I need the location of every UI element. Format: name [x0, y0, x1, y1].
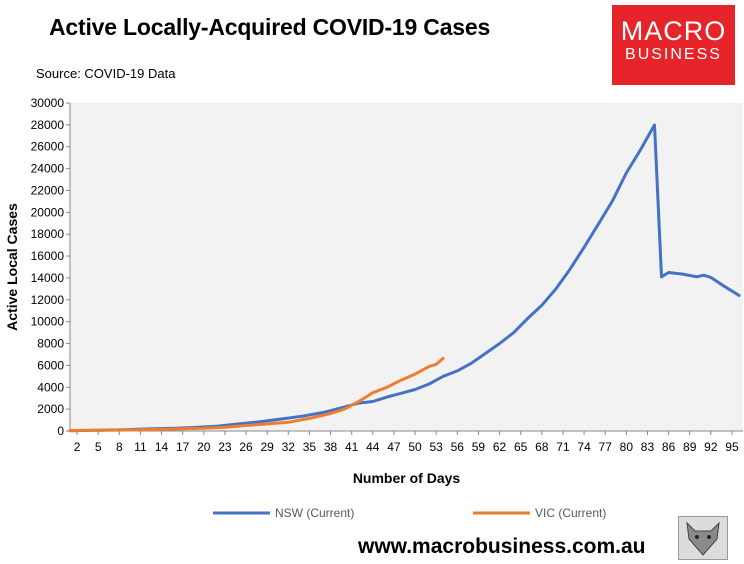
- chart-title: Active Locally-Acquired COVID-19 Cases: [49, 14, 491, 40]
- y-tick-label: 6000: [37, 358, 64, 372]
- y-tick-label: 12000: [31, 293, 65, 307]
- y-tick-label: 20000: [31, 205, 65, 219]
- x-tick-label: 89: [683, 440, 697, 454]
- y-tick-label: 10000: [31, 315, 65, 329]
- x-tick-label: 17: [176, 440, 190, 454]
- site-url[interactable]: www.macrobusiness.com.au: [358, 535, 646, 558]
- x-tick-label: 50: [408, 440, 422, 454]
- x-tick-label: 59: [472, 440, 486, 454]
- x-tick-label: 62: [493, 440, 507, 454]
- y-tick-label: 26000: [31, 140, 65, 154]
- x-axis-label: Number of Days: [353, 470, 461, 486]
- x-tick-label: 2: [74, 440, 81, 454]
- y-tick-label: 18000: [31, 227, 65, 241]
- legend-label-vic: VIC (Current): [535, 506, 606, 520]
- y-tick-label: 14000: [31, 271, 65, 285]
- y-tick-label: 30000: [31, 96, 65, 110]
- x-tick-label: 11: [134, 440, 147, 454]
- x-tick-label: 77: [599, 440, 613, 454]
- y-axis-label: Active Local Cases: [4, 203, 20, 331]
- x-tick-label: 20: [197, 440, 211, 454]
- x-tick-label: 44: [366, 440, 380, 454]
- plot-area: [70, 103, 743, 431]
- x-tick-label: 23: [218, 440, 232, 454]
- x-tick-label: 53: [430, 440, 444, 454]
- y-tick-label: 22000: [31, 183, 65, 197]
- x-tick-label: 5: [95, 440, 102, 454]
- x-tick-label: 71: [556, 440, 570, 454]
- x-tick-label: 74: [577, 440, 591, 454]
- wolf-mascot-icon: [678, 516, 728, 560]
- y-tick-label: 4000: [37, 380, 64, 394]
- x-tick-label: 95: [725, 440, 739, 454]
- x-tick-label: 83: [641, 440, 655, 454]
- y-tick-label: 2000: [37, 402, 64, 416]
- x-tick-label: 65: [514, 440, 528, 454]
- x-tick-label: 92: [704, 440, 718, 454]
- x-tick-label: 80: [620, 440, 634, 454]
- x-tick-label: 86: [662, 440, 676, 454]
- series-line-nsw: [68, 123, 741, 433]
- y-tick-label: 16000: [31, 249, 65, 263]
- y-tick-label: 0: [57, 424, 64, 438]
- y-tick-label: 28000: [31, 118, 65, 132]
- chart-source: Source: COVID-19 Data: [36, 66, 176, 81]
- x-tick-label: 35: [303, 440, 317, 454]
- macrobusiness-logo[interactable]: MACRO BUSINESS: [612, 5, 735, 85]
- series-line-vic: [68, 356, 445, 432]
- x-tick-label: 32: [282, 440, 296, 454]
- x-tick-label: 38: [324, 440, 338, 454]
- x-tick-label: 14: [155, 440, 169, 454]
- logo-line-1: MACRO: [620, 16, 727, 46]
- logo-line-2: BUSINESS: [625, 46, 722, 63]
- y-tick-label: 8000: [37, 337, 64, 351]
- x-tick-label: 8: [116, 440, 123, 454]
- x-tick-label: 41: [345, 440, 359, 454]
- x-tick-label: 68: [535, 440, 549, 454]
- x-tick-label: 47: [387, 440, 401, 454]
- x-tick-label: 29: [260, 440, 274, 454]
- legend-label-nsw: NSW (Current): [275, 506, 354, 520]
- x-tick-label: 56: [451, 440, 465, 454]
- y-tick-label: 24000: [31, 162, 65, 176]
- x-tick-label: 26: [239, 440, 253, 454]
